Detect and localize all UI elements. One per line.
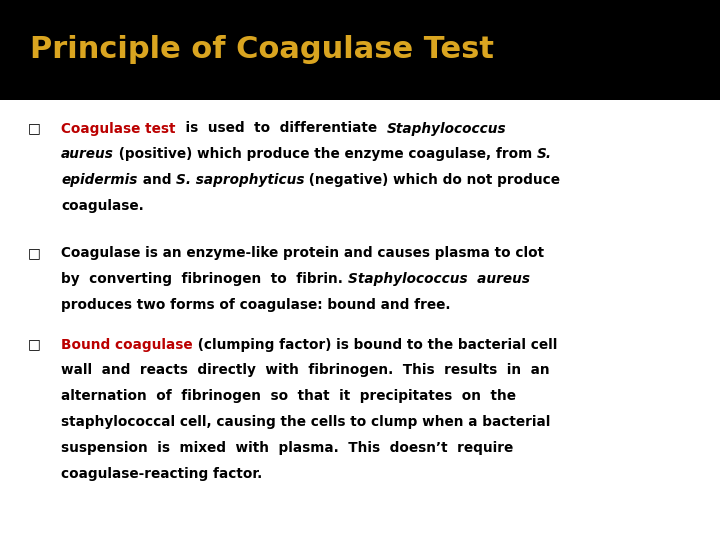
Text: (negative) which do not produce: (negative) which do not produce [305, 173, 560, 187]
Text: Staphylococcus: Staphylococcus [387, 122, 506, 136]
Text: S.: S. [537, 147, 552, 161]
Text: coagulase.: coagulase. [61, 199, 144, 213]
Text: wall  and  reacts  directly  with  fibrinogen.  This  results  in  an: wall and reacts directly with fibrinogen… [61, 363, 550, 377]
Text: □: □ [27, 338, 40, 352]
Text: alternation  of  fibrinogen  so  that  it  precipitates  on  the: alternation of fibrinogen so that it pre… [61, 389, 516, 403]
Text: Principle of Coagulase Test: Principle of Coagulase Test [30, 36, 494, 64]
Text: aureus: aureus [61, 147, 114, 161]
Text: (positive) which produce the enzyme coagulase, from: (positive) which produce the enzyme coag… [114, 147, 537, 161]
Text: by  converting  fibrinogen  to  fibrin.: by converting fibrinogen to fibrin. [61, 272, 348, 286]
Text: Coagulase is an enzyme-like protein and causes plasma to clot: Coagulase is an enzyme-like protein and … [61, 246, 544, 260]
Text: is  used  to  differentiate: is used to differentiate [176, 122, 387, 136]
Text: Staphylococcus  aureus: Staphylococcus aureus [348, 272, 530, 286]
Text: staphylococcal cell, causing the cells to clump when a bacterial: staphylococcal cell, causing the cells t… [61, 415, 551, 429]
Text: S. saprophyticus: S. saprophyticus [176, 173, 305, 187]
Text: epidermis: epidermis [61, 173, 138, 187]
Text: and: and [138, 173, 176, 187]
Text: coagulase-reacting factor.: coagulase-reacting factor. [61, 467, 263, 481]
Text: suspension  is  mixed  with  plasma.  This  doesn’t  require: suspension is mixed with plasma. This do… [61, 441, 513, 455]
Text: Bound coagulase: Bound coagulase [61, 338, 193, 352]
Text: □: □ [27, 246, 40, 260]
Text: Coagulase test: Coagulase test [61, 122, 176, 136]
Text: (clumping factor) is bound to the bacterial cell: (clumping factor) is bound to the bacter… [193, 338, 557, 352]
Text: □: □ [27, 122, 40, 136]
Text: produces two forms of coagulase: bound and free.: produces two forms of coagulase: bound a… [61, 298, 451, 312]
